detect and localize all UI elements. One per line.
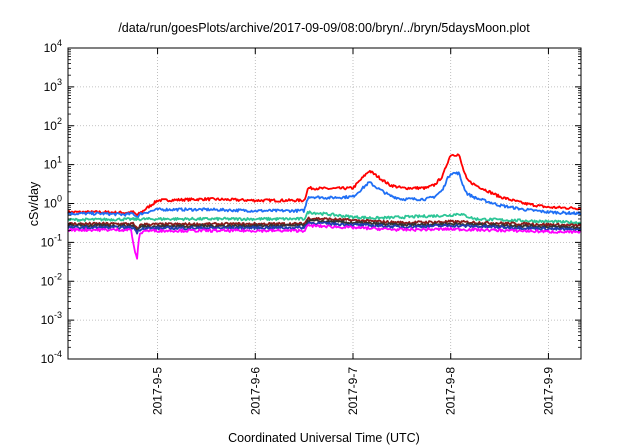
- ticks: 10-4 10-3 10-2 10-1 100 101 102 103 104 2017-9-5 2…: [41, 38, 581, 415]
- x-tick-label: 2017-9-7: [346, 367, 360, 415]
- series-line-6: [67, 221, 582, 235]
- series-line-1: [67, 153, 582, 216]
- y-tick-label: 103: [44, 77, 62, 94]
- plot-frame: [67, 47, 582, 360]
- y-tick-label: 100: [44, 194, 62, 211]
- x-tick-label: 2017-9-6: [248, 367, 262, 415]
- series-line-3: [67, 210, 582, 225]
- grid: [68, 48, 581, 359]
- series-line-2: [67, 171, 582, 219]
- x-tick-label: 2017-9-8: [444, 367, 458, 415]
- y-tick-label: 10-4: [41, 349, 62, 366]
- y-tick-label: 104: [44, 38, 62, 55]
- x-tick-label: 2017-9-9: [541, 367, 555, 415]
- y-tick-label: 10-1: [41, 232, 62, 249]
- y-tick-label: 10-3: [41, 310, 62, 327]
- x-tick-label: 2017-9-5: [151, 367, 165, 415]
- y-tick-label: 102: [44, 116, 62, 133]
- y-tick-label: 10-2: [41, 271, 62, 288]
- series-layer: [67, 153, 582, 260]
- x-axis-label: Coordinated Universal Time (UTC): [228, 431, 420, 445]
- y-axis-label: cSv/day: [27, 181, 41, 226]
- chart-title: /data/run/goesPlots/archive/2017-09-09/0…: [118, 21, 530, 35]
- series-line-7: [67, 223, 582, 260]
- y-tick-label: 101: [44, 155, 62, 172]
